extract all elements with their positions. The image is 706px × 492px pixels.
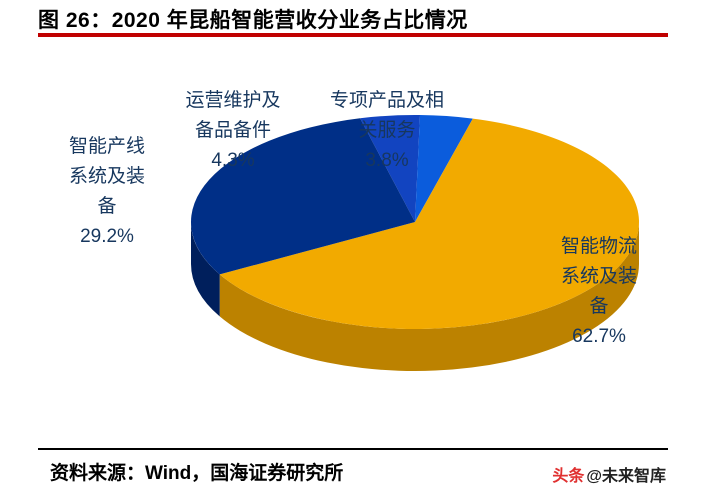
pie-callout-special-products: 专项产品及相 关服务 3.8% [329, 90, 444, 171]
watermark: 头条 @未来智库 [552, 462, 666, 486]
pie-callout-maintenance: 运营维护及 备品备件 4.3% [185, 90, 281, 171]
figure-title: 图 26：2020 年昆船智能营收分业务占比情况 [38, 9, 468, 32]
pie-callout-production-line: 智能产线 系统及装 备 29.2% [68, 136, 145, 247]
watermark-brand: 头条 [552, 468, 585, 485]
pie-callout-logistics: 智能物流 系统及装 备 62.7% [560, 236, 637, 347]
footer-divider-rule [38, 448, 668, 450]
title-underline-rule [38, 33, 668, 37]
source-note: 资料来源：Wind，国海证券研究所 [50, 463, 344, 484]
watermark-handle: @未来智库 [586, 468, 666, 485]
